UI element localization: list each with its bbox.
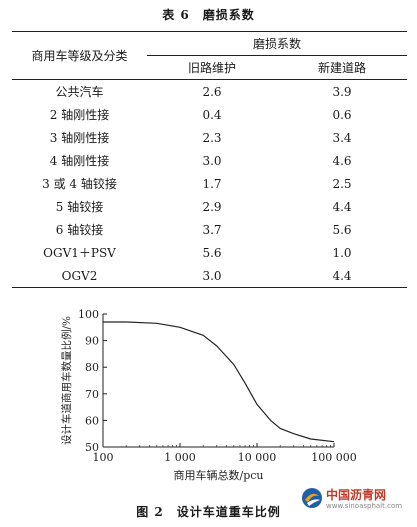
ratio-chart: 50 60 70 80 90 100 100 1 000 10 000 100 000 商用车辆总数…	[0, 297, 417, 497]
cell-category: OGV1＋PSV	[43, 246, 116, 260]
table-row: OGV2 3.0 4.4	[12, 264, 407, 288]
cell-new-road: 4.6	[332, 153, 352, 168]
cell-old-road: 3.0	[147, 264, 277, 288]
watermark: 中国沥青网 www.sinoasphalt.com	[300, 484, 412, 512]
ratio-series-line	[103, 321, 335, 443]
cell-new-road: 3.9	[277, 79, 407, 103]
x-axis-label: 商用车辆总数/pcu	[174, 468, 264, 482]
cell-old-road: 5.6	[202, 245, 222, 260]
cell-old-road: 2.6	[147, 79, 277, 103]
table-title: 表 6 磨损系数	[162, 8, 255, 22]
y-tick-label: 70	[85, 388, 99, 401]
cell-new-road: 4.4	[332, 199, 352, 214]
cell-new-road: 2.5	[332, 176, 352, 191]
table-row: 3 或 4 轴铰接 1.7 2.5	[12, 172, 407, 195]
cell-new-road: 1.0	[332, 245, 352, 260]
y-tick-label: 100	[78, 308, 99, 321]
cell-old-road: 3.0	[202, 153, 222, 168]
cell-new-road: 3.4	[332, 130, 352, 145]
x-tick-label: 100 000	[311, 451, 357, 464]
header-group: 磨损系数	[147, 31, 407, 56]
ratio-chart-svg: 50 60 70 80 90 100 100 1 000 10 000 100 000 商用车辆总数…	[60, 308, 357, 482]
cell-old-road: 3.7	[202, 222, 222, 237]
wear-coefficient-table: 商用车等级及分类 磨损系数 旧路维护 新建道路 公共汽车 2.6 3.9 2 轴刚性接…	[12, 31, 407, 288]
cell-category: 公共汽车	[12, 79, 147, 103]
table-body: 公共汽车 2.6 3.9 2 轴刚性接 0.4 0.6 3 轴刚性接 2.3 3.4 4 轴刚性接…	[12, 79, 407, 288]
cell-old-road: 1.7	[202, 176, 222, 191]
table-row: 5 轴铰接 2.9 4.4	[12, 195, 407, 218]
y-axis-label: 设计车道商用车数量比例/%	[60, 316, 73, 445]
cell-category: 4 轴刚性接	[49, 154, 110, 168]
cell-category: 6 轴铰接	[55, 223, 104, 237]
cell-new-road: 5.6	[332, 222, 352, 237]
cell-category: 5 轴铰接	[55, 200, 104, 214]
table-row: OGV1＋PSV 5.6 1.0	[12, 241, 407, 264]
cell-category: 2 轴刚性接	[49, 108, 110, 122]
x-tick-label: 100	[93, 451, 114, 464]
cell-old-road: 0.4	[202, 107, 222, 122]
table-row: 6 轴铰接 3.7 5.6	[12, 218, 407, 241]
cell-category: 3 轴刚性接	[49, 131, 110, 145]
x-tick-label: 1 000	[164, 451, 196, 464]
table-row: 2 轴刚性接 0.4 0.6	[12, 103, 407, 126]
watermark-text: 中国沥青网	[326, 487, 386, 502]
cell-old-road: 2.3	[202, 130, 222, 145]
header-category: 商用车等级及分类	[12, 31, 147, 80]
table-row: 3 轴刚性接 2.3 3.4	[12, 126, 407, 149]
y-tick-label: 60	[85, 414, 99, 427]
table-row: 4 轴刚性接 3.0 4.6	[12, 149, 407, 172]
header-old-road: 旧路维护	[147, 55, 277, 80]
logo-icon	[302, 488, 322, 508]
cell-category: OGV2	[12, 264, 147, 288]
y-tick-label: 50	[85, 441, 99, 454]
cell-new-road: 4.4	[277, 264, 407, 288]
cell-old-road: 2.9	[202, 199, 222, 214]
watermark-url: www.sinoasphalt.com	[326, 502, 402, 510]
cell-category: 3 或 4 轴铰接	[42, 177, 117, 191]
x-tick-label: 10 000	[238, 451, 277, 464]
header-new-road: 新建道路	[277, 55, 407, 80]
y-tick-label: 90	[85, 335, 99, 348]
table-row: 公共汽车 2.6 3.9	[12, 79, 407, 103]
y-tick-label: 80	[85, 361, 99, 374]
figure-caption: 图 2 设计车道重车比例	[136, 505, 281, 519]
cell-new-road: 0.6	[332, 107, 352, 122]
